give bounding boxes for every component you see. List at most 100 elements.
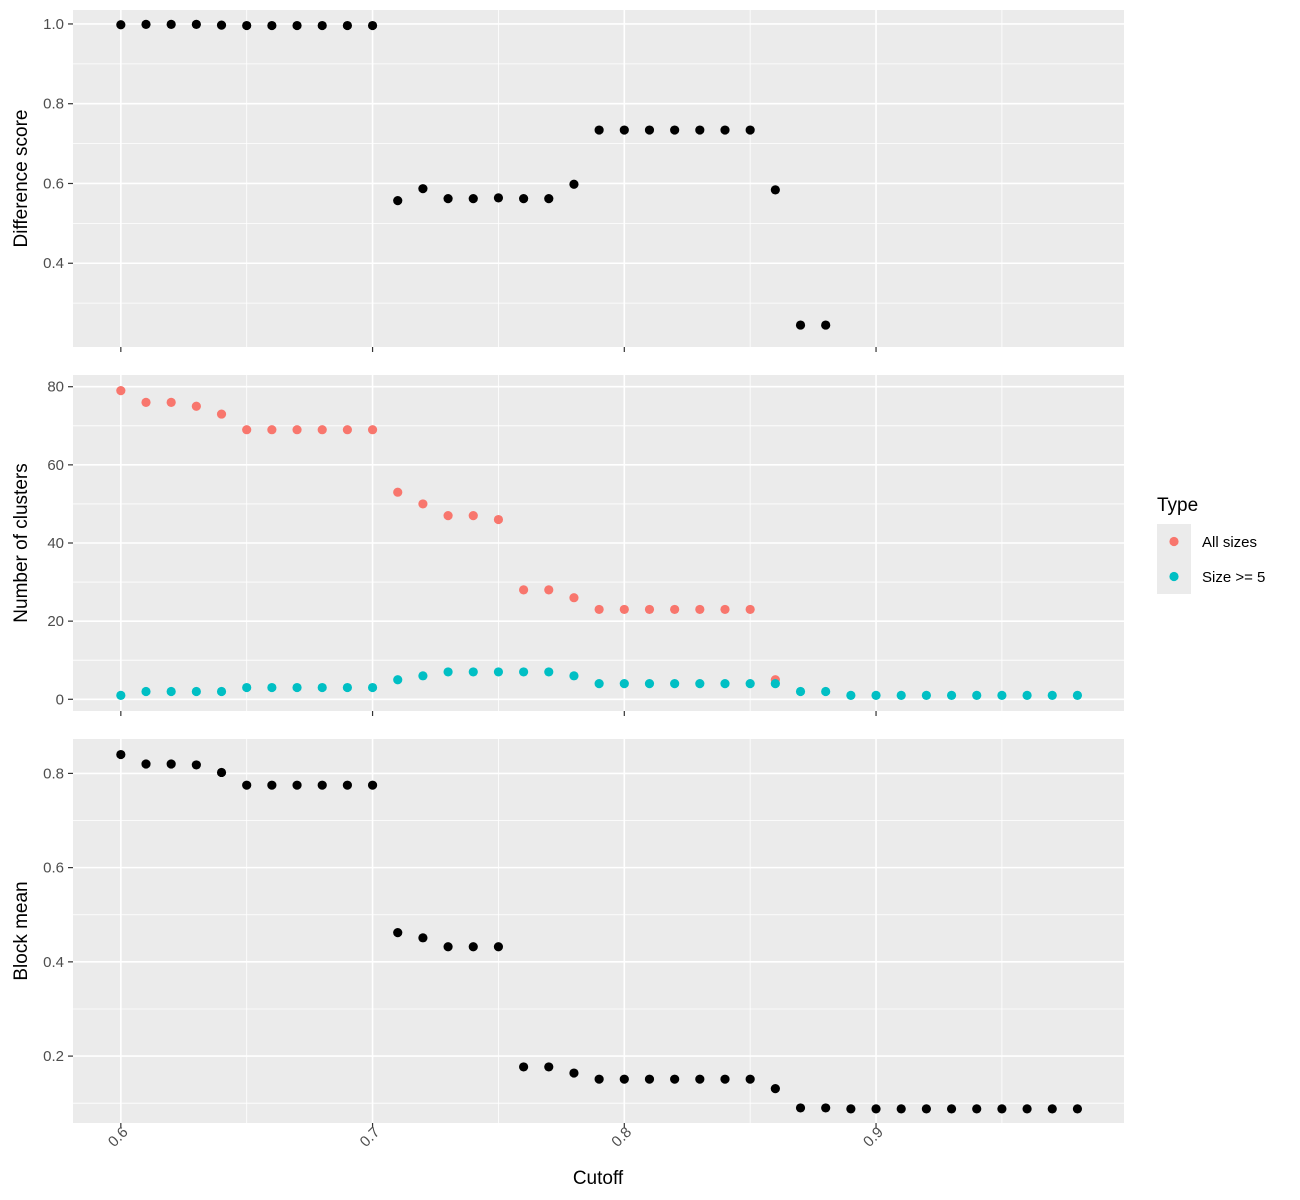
data-point — [997, 1104, 1007, 1114]
data-point — [544, 1062, 554, 1072]
data-point — [846, 1104, 856, 1114]
y-tick-label: 0.8 — [43, 765, 64, 782]
data-point — [418, 671, 428, 681]
data-point — [670, 125, 680, 135]
data-point — [695, 125, 705, 135]
data-point — [418, 499, 428, 509]
data-point — [216, 686, 227, 697]
y-axis-title: Block mean — [11, 881, 32, 980]
data-point — [569, 671, 579, 681]
data-point — [443, 667, 453, 677]
data-point — [468, 194, 478, 204]
data-point — [191, 401, 201, 411]
data-point — [821, 686, 831, 697]
data-point — [619, 125, 629, 135]
panel-background — [73, 739, 1124, 1123]
data-point — [292, 425, 302, 435]
gridlines — [73, 10, 1124, 347]
data-point — [166, 397, 176, 407]
data-point — [795, 1103, 806, 1113]
gridlines — [73, 375, 1124, 711]
data-point — [141, 397, 151, 407]
data-point — [443, 511, 453, 521]
data-point — [745, 679, 755, 689]
legend-label: Size >= 5 — [1202, 569, 1265, 586]
data-point — [720, 679, 730, 689]
data-point — [166, 19, 176, 29]
data-point — [116, 749, 126, 760]
data-point — [367, 425, 378, 435]
data-point — [670, 679, 680, 689]
y-tick-label: 0.6 — [43, 175, 64, 192]
data-point — [644, 604, 655, 615]
y-tick-label: 40 — [47, 535, 64, 552]
y-tick-label: 0.6 — [43, 860, 64, 877]
data-point — [720, 604, 730, 615]
axes: 0.4 0.6 0.8 1.0 — [43, 16, 877, 352]
data-point — [342, 682, 352, 693]
data-point — [770, 1084, 780, 1094]
data-point — [594, 1074, 604, 1084]
y-tick-label: 60 — [47, 457, 64, 474]
data-point — [468, 511, 478, 521]
data-point — [443, 942, 453, 952]
data-point — [393, 928, 403, 938]
x-tick-label: 0.7 — [357, 1124, 384, 1151]
data-point — [317, 425, 327, 435]
data-point — [720, 1074, 730, 1084]
number-of-clusters-panel: 0 20 40 60 80 Number of clusters — [11, 375, 1124, 716]
data-point — [317, 682, 327, 693]
data-point — [972, 1104, 982, 1114]
data-point — [569, 593, 579, 603]
legend-label: All sizes — [1202, 534, 1257, 551]
data-point — [317, 780, 327, 790]
data-point — [1047, 690, 1057, 700]
x-tick-label: 0.6 — [105, 1124, 132, 1151]
data-point — [619, 1074, 629, 1084]
data-point — [921, 1104, 931, 1114]
data-point — [493, 514, 504, 525]
data-point — [342, 425, 352, 435]
data-point — [544, 667, 554, 677]
data-points — [116, 19, 831, 330]
data-point — [292, 20, 302, 31]
data-point — [216, 767, 227, 778]
data-point — [972, 690, 982, 700]
legend-key-point — [1169, 571, 1179, 582]
data-point — [267, 780, 277, 790]
data-point — [116, 20, 126, 30]
data-point — [644, 1074, 655, 1084]
x-tick-label: 0.8 — [608, 1124, 635, 1151]
data-point — [267, 682, 277, 693]
data-point — [519, 1062, 529, 1072]
data-point — [569, 1068, 579, 1078]
data-point — [242, 425, 252, 435]
data-point — [292, 780, 302, 790]
data-point — [745, 125, 755, 135]
data-point — [393, 675, 403, 685]
data-point — [569, 179, 579, 189]
data-point — [393, 196, 403, 206]
data-point — [1072, 1104, 1083, 1114]
data-point — [317, 20, 327, 31]
data-point — [821, 320, 831, 330]
data-point — [141, 19, 151, 29]
data-point — [519, 585, 529, 595]
data-point — [166, 759, 176, 769]
data-point — [770, 679, 780, 689]
y-tick-label: 0.4 — [43, 255, 64, 272]
data-point — [166, 686, 176, 697]
data-point — [367, 780, 378, 790]
y-axis-title: Difference score — [11, 110, 32, 248]
data-point — [443, 194, 453, 204]
data-point — [342, 20, 352, 31]
data-point — [418, 184, 428, 194]
data-point — [141, 759, 151, 769]
legend-title: Type — [1157, 495, 1198, 516]
legend-key-point — [1169, 536, 1179, 547]
x-axis-title: Cutoff — [573, 1168, 624, 1189]
data-point — [594, 679, 604, 689]
data-point — [367, 682, 378, 693]
legend: Type All sizes Size >= 5 — [1157, 495, 1265, 594]
data-point — [997, 690, 1007, 700]
